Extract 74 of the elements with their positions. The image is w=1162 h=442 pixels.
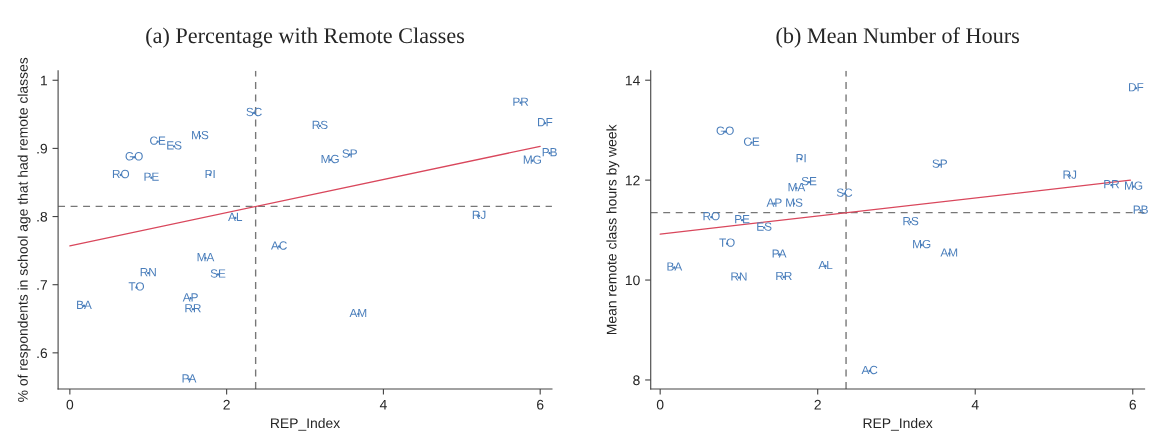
data-label: CE [743, 137, 760, 146]
data-label: GO [716, 126, 734, 135]
y-tick-label: 8 [633, 375, 640, 386]
chart-title: (a) Percentage with Remote Classes [146, 27, 465, 48]
x-tick-label: 2 [223, 399, 230, 410]
data-label: PB [1133, 205, 1148, 214]
x-tick-label: 2 [814, 399, 821, 410]
data-label: MS [786, 198, 803, 207]
data-label: AC [270, 241, 287, 250]
y-tick-label: 12 [625, 175, 640, 186]
data-label: AM [940, 248, 958, 257]
data-label: MA [197, 253, 215, 262]
data-label: CE [150, 136, 166, 145]
data-label: PA [182, 374, 197, 383]
data-label: AP [766, 198, 782, 207]
data-label: SP [342, 149, 357, 158]
y-tick-label: 14 [625, 75, 640, 86]
chart-title: (b) Mean Number of Hours [776, 27, 1020, 48]
x-tick-label: 0 [66, 399, 74, 410]
data-label: MG [913, 239, 931, 249]
data-label: PB [542, 148, 557, 157]
data-label: PI [796, 154, 806, 163]
x-tick-label: 6 [537, 399, 544, 410]
y-tick-label: .8 [37, 211, 48, 222]
data-label: RO [703, 211, 720, 221]
x-axis-title: REP_Index [863, 417, 933, 431]
data-label: SC [836, 188, 853, 197]
data-label: ES [757, 222, 772, 231]
x-tick-label: 0 [656, 399, 664, 410]
data-label: MG [1125, 181, 1143, 190]
x-tick-label: 4 [379, 399, 387, 410]
data-label: AC [861, 365, 878, 375]
data-label: SC [246, 107, 262, 117]
data-label: AP [182, 293, 198, 302]
y-tick-label: 10 [625, 275, 640, 286]
data-label: PA [772, 249, 787, 258]
data-label: RR [776, 271, 792, 281]
data-label: RN [140, 268, 156, 277]
data-label: RS [312, 120, 328, 130]
data-label: PI [205, 169, 215, 179]
data-label: RS [903, 216, 919, 226]
y-tick-label: 1 [41, 75, 48, 86]
data-label: AM [349, 308, 367, 318]
data-label: BA [667, 262, 683, 271]
data-label: MG [321, 154, 339, 164]
data-label: RJ [1063, 170, 1077, 179]
x-tick-label: 4 [971, 399, 979, 410]
data-label: RJ [472, 210, 486, 220]
data-label: DF [1129, 83, 1144, 92]
data-label: MS [192, 130, 209, 140]
y-tick-label: .9 [37, 143, 48, 154]
data-label: PE [144, 172, 159, 181]
data-label: PE [735, 215, 750, 224]
data-label: SE [210, 269, 226, 278]
data-label: RR [185, 304, 201, 313]
y-tick-label: .7 [37, 280, 47, 290]
y-tick-label: .6 [37, 348, 48, 359]
data-label: AL [228, 212, 243, 221]
data-label: DF [538, 118, 553, 127]
x-axis-title: REP_Index [271, 417, 341, 431]
data-label: TO [128, 282, 145, 291]
data-label: SP [932, 159, 948, 168]
data-label: MG [523, 155, 541, 164]
y-axis-title: Mean remote class hours by week [606, 124, 620, 335]
data-label: AL [818, 260, 833, 270]
data-label: RN [731, 272, 747, 281]
data-label: TO [719, 238, 735, 247]
data-label: BA [77, 300, 92, 309]
data-label: PR [513, 97, 529, 106]
data-label: ES [167, 141, 182, 150]
data-label: GO [125, 152, 143, 161]
y-axis-title: % of respondents in school age that had remote classes [17, 57, 31, 402]
x-tick-label: 6 [1129, 399, 1137, 410]
data-label: RO [112, 169, 130, 179]
